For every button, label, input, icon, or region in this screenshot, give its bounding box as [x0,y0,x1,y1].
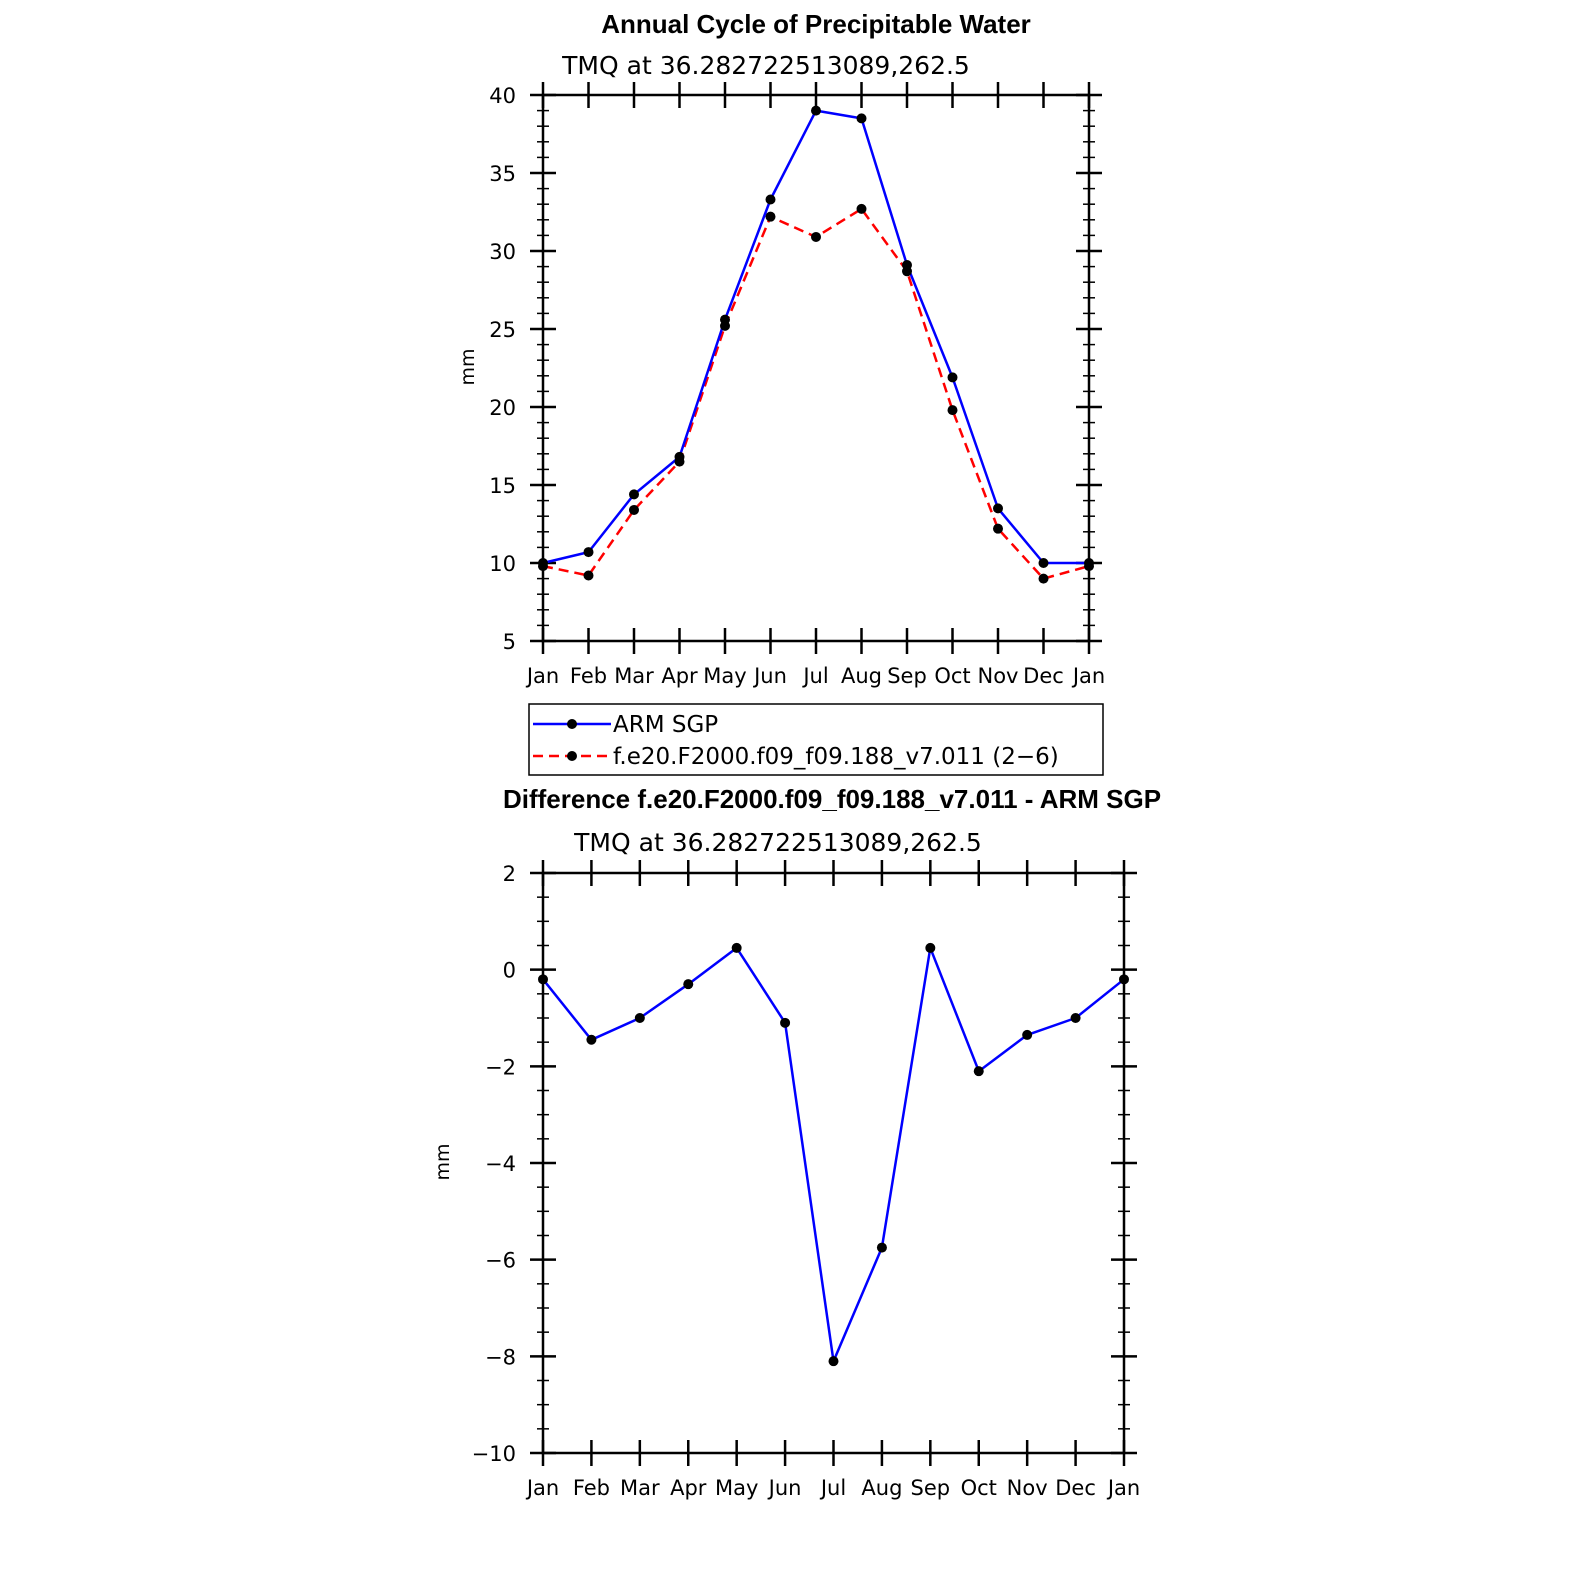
legend-label-arm-sgp: ARM SGP [613,712,718,738]
difference-chart: Difference f.e20.F2000.f09_f09.188_v7.01… [432,784,1161,1500]
data-point [856,203,867,214]
y-axis-label: mm [457,348,479,385]
legend-label-model: f.e20.F2000.f09_f09.188_v7.011 (2−6) [613,744,1059,770]
chart-title: Annual Cycle of Precipitable Water [601,9,1031,39]
data-point [1022,1029,1033,1040]
data-point [583,547,594,558]
y-tick-label: 15 [489,474,516,498]
data-point [583,570,594,581]
data-point [811,231,821,242]
data-point [780,1017,791,1028]
data-point [731,942,742,953]
data-point [1070,1013,1081,1023]
y-axis-label: mm [432,1143,454,1180]
series-line [542,207,1090,580]
x-tick-label: Feb [573,1476,610,1500]
y-tick-label: 0 [503,959,516,983]
y-tick-label: 5 [503,630,516,654]
data-point [947,372,958,383]
chart-subtitle: TMQ at 36.282722513089,262.5 [561,51,970,80]
data-point [720,314,730,325]
data-point [1038,573,1049,584]
data-point [876,1242,887,1253]
x-tick-label: May [703,664,746,688]
data-point [947,405,958,416]
data-point [811,105,821,116]
y-tick-label: 35 [489,162,516,186]
y-tick-label: −6 [485,1249,516,1273]
y-tick-label: 20 [489,396,516,420]
x-tick-label: Feb [570,664,607,688]
x-tick-label: Dec [1023,664,1064,688]
series-line [542,946,1125,1363]
x-tick-label: Oct [961,1476,997,1500]
data-point [993,503,1003,514]
data-point [1084,558,1094,568]
x-tick-label: Aug [841,664,882,688]
data-point [586,1034,597,1045]
y-tick-label: 2 [503,862,516,886]
data-point [1038,558,1049,568]
data-point [765,194,776,205]
x-tick-label: Sep [911,1476,951,1500]
x-tick-label: Jul [801,664,828,688]
y-tick-label: −2 [485,1055,516,1079]
y-tick-label: 10 [489,552,516,576]
y-tick-label: −10 [472,1442,516,1466]
plot-frame [541,93,1091,643]
x-tick-label: Jan [525,664,559,688]
data-point [629,489,639,500]
x-tick-label: Jun [767,1476,802,1500]
chart-marks: 5 10 15 20 25 30 35 40 Jan Feb Mar Apr May Jun Jul Aug S… [489,82,1105,688]
legend-marker-arm-sgp [567,719,577,729]
data-point [973,1066,984,1077]
legend-marker-model [567,751,577,761]
data-point [993,523,1003,534]
x-tick-label: Jan [1071,664,1105,688]
x-tick-label: Jul [819,1476,846,1500]
x-tick-label: Aug [861,1476,902,1500]
legend-box [528,703,1104,776]
x-tick-label: Apr [670,1476,707,1500]
chart-marks: −10 −8 −6 −4 −2 0 2 Jan Feb Mar Apr May Jun Jul Aug Sep… [472,860,1140,1500]
y-tick-label: 40 [489,84,516,108]
y-tick-label: −4 [485,1152,516,1176]
data-point [902,260,912,271]
data-point [538,558,548,568]
x-tick-label: May [715,1476,758,1500]
x-tick-label: Apr [661,664,698,688]
y-tick-label: 25 [489,318,516,342]
x-tick-label: Sep [887,664,927,688]
data-point [765,211,776,222]
x-tick-label: Jan [1106,1476,1140,1500]
y-tick-label: −8 [485,1345,516,1369]
chart-subtitle: TMQ at 36.282722513089,262.5 [573,828,982,857]
x-tick-label: Jan [525,1476,559,1500]
x-tick-label: Dec [1055,1476,1096,1500]
data-point [925,942,936,953]
data-point [856,113,867,124]
chart-title: Difference f.e20.F2000.f09_f09.188_v7.01… [503,784,1161,814]
x-tick-label: Jun [752,664,787,688]
legend: ARM SGP f.e20.F2000.f09_f09.188_v7.011 (… [528,703,1104,776]
annual-cycle-chart: Annual Cycle of Precipitable Water TMQ a… [457,9,1105,776]
x-tick-label: Mar [614,664,654,688]
series-line [542,109,1089,565]
data-point [674,451,685,462]
data-point [683,979,694,990]
data-point [1119,974,1129,985]
x-tick-label: Mar [620,1476,660,1500]
data-point [629,504,639,515]
y-tick-label: 30 [489,240,516,264]
data-point [538,974,548,985]
data-point [634,1013,645,1023]
x-tick-label: Nov [978,664,1019,688]
data-point [828,1356,839,1367]
x-tick-label: Oct [934,664,970,688]
x-tick-label: Nov [1007,1476,1048,1500]
